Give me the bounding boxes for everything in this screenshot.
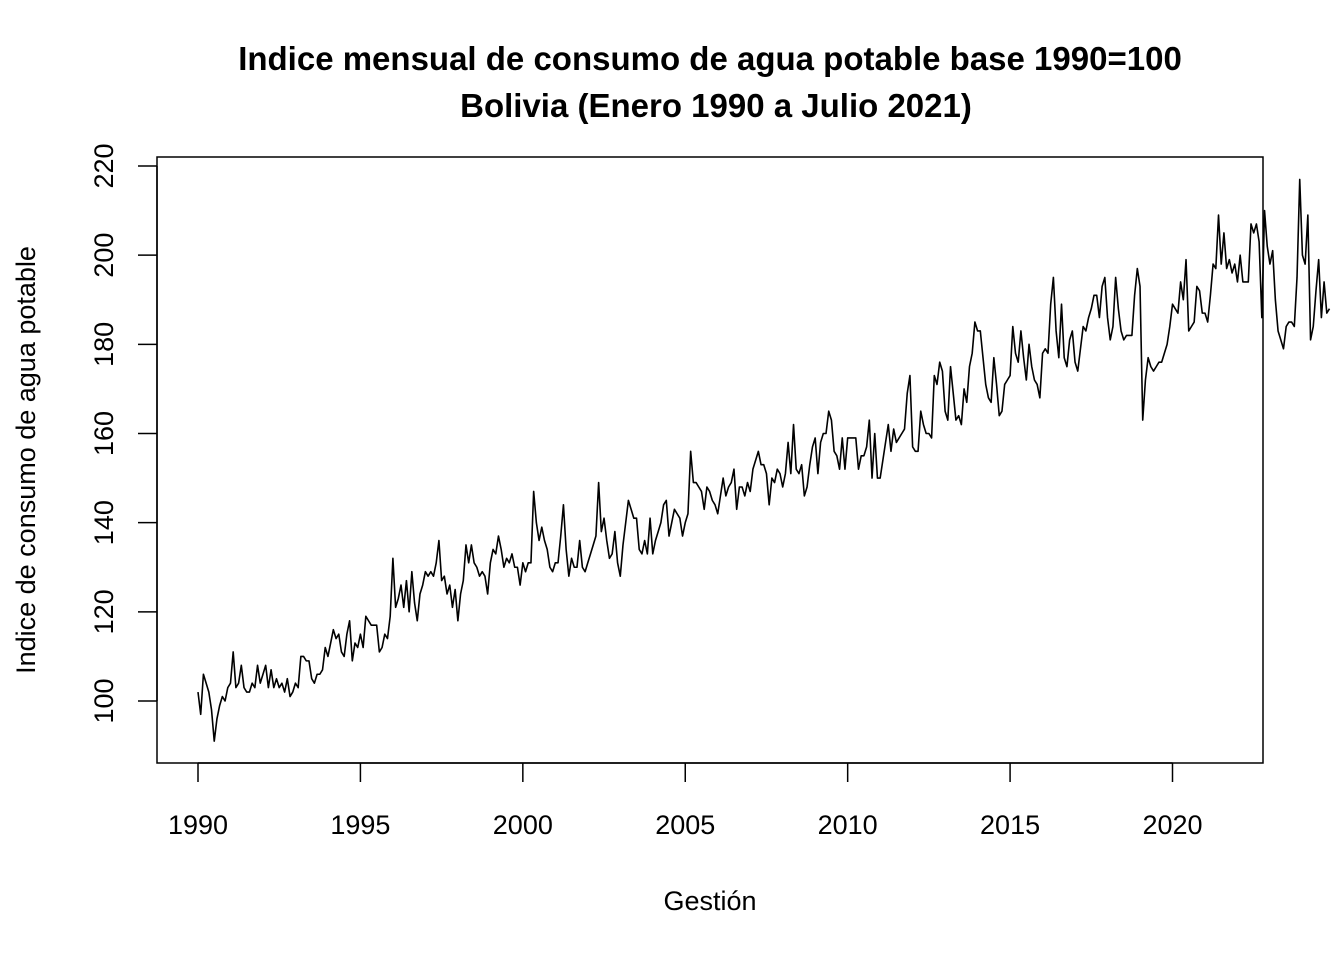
y-axis: 100 120 140 160 180 200 220 — [89, 143, 158, 724]
x-axis: 1990 1995 2000 2005 2010 2015 2020 — [168, 762, 1203, 840]
x-axis-label: Gestión — [663, 886, 756, 916]
plot-frame — [156, 156, 1264, 764]
y-tick-label: 100 — [89, 678, 119, 723]
x-tick-label: 2015 — [980, 810, 1040, 840]
x-tick-label: 1990 — [168, 810, 228, 840]
x-tick-label: 2000 — [493, 810, 553, 840]
y-tick-label: 140 — [89, 500, 119, 545]
y-tick-label: 180 — [89, 322, 119, 367]
x-tick-label: 1995 — [330, 810, 390, 840]
x-tick-label: 2020 — [1142, 810, 1202, 840]
y-tick-label: 160 — [89, 411, 119, 456]
y-tick-label: 220 — [89, 143, 119, 188]
y-axis-label: Indice de consumo de agua potable — [11, 246, 41, 674]
chart-title: Indice mensual de consumo de agua potabl… — [238, 40, 1182, 77]
x-tick-label: 2010 — [818, 810, 878, 840]
chart-subtitle: Bolivia (Enero 1990 a Julio 2021) — [460, 87, 972, 124]
x-tick-label: 2005 — [655, 810, 715, 840]
y-tick-label: 200 — [89, 233, 119, 278]
series-line — [197, 178, 1331, 742]
y-tick-label: 120 — [89, 589, 119, 634]
